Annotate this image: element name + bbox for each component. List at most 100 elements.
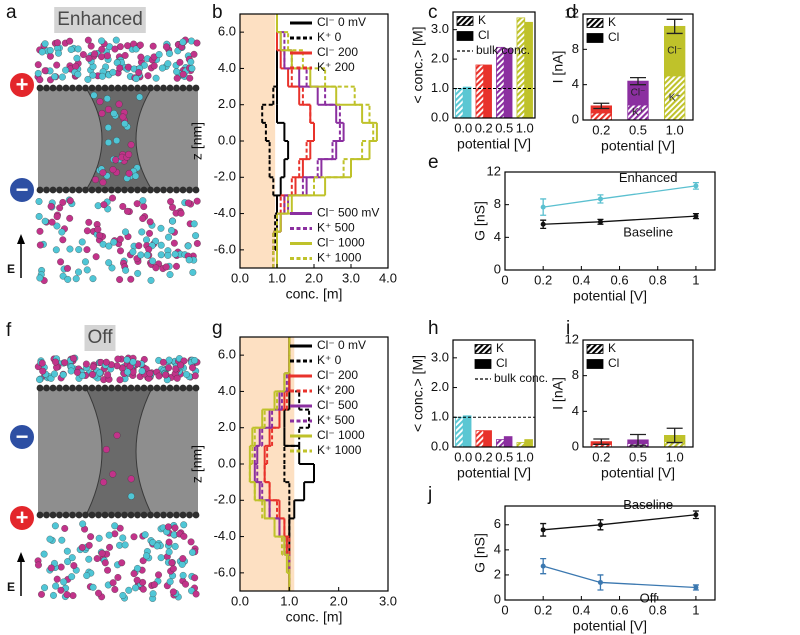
- ion: [110, 238, 118, 246]
- ion: [155, 51, 163, 58]
- image-label: Off: [88, 327, 114, 348]
- y-tick-label: 0: [572, 111, 579, 126]
- y-tick-label: -2.0: [214, 169, 236, 184]
- bead: [173, 186, 180, 194]
- x-tick-label: 2.0: [330, 593, 348, 608]
- ion: [143, 251, 151, 259]
- bead: [108, 511, 115, 519]
- y-tick-label: 0: [494, 591, 501, 606]
- ion: [113, 431, 121, 439]
- ion: [55, 49, 62, 57]
- y-tick-label: 12: [565, 5, 579, 20]
- point: [693, 512, 699, 518]
- ion: [169, 203, 176, 211]
- bead: [43, 84, 50, 92]
- bead: [140, 84, 148, 92]
- ion: [132, 75, 140, 83]
- ion: [38, 590, 45, 598]
- ion: [168, 559, 176, 567]
- y-tick-label: 2.0: [218, 419, 236, 434]
- ion: [109, 68, 117, 76]
- x-tick-label: 0.2: [592, 449, 610, 464]
- ion: [90, 91, 98, 99]
- ion: [41, 584, 48, 592]
- ion: [72, 275, 80, 283]
- ion: [75, 246, 83, 254]
- legend-swatch: [474, 359, 492, 369]
- bar: [475, 430, 485, 448]
- ion: [119, 534, 127, 542]
- ion: [79, 520, 87, 528]
- ion: [95, 589, 102, 597]
- bead: [69, 186, 76, 194]
- ion: [157, 251, 165, 259]
- field-label: E: [7, 580, 15, 594]
- bead: [49, 511, 57, 519]
- ion: [125, 150, 133, 158]
- ion: [94, 202, 102, 210]
- bead: [192, 186, 200, 194]
- x-tick-label: 0.0: [454, 449, 472, 464]
- ion: [35, 198, 43, 205]
- bead: [186, 384, 193, 392]
- ion: [36, 376, 43, 384]
- legend-label: Cl⁻ 1000: [317, 428, 365, 442]
- ion: [34, 561, 42, 569]
- bead: [166, 511, 174, 519]
- point: [597, 579, 603, 585]
- ion: [85, 218, 93, 226]
- ion: [113, 362, 121, 370]
- ion: [74, 45, 82, 53]
- ion: [140, 61, 148, 69]
- electrode-sign: [9, 177, 35, 203]
- ion: [50, 591, 57, 599]
- ion: [102, 446, 110, 453]
- bead: [56, 84, 63, 92]
- ion: [112, 156, 120, 164]
- ion: [36, 76, 44, 84]
- point: [693, 584, 699, 590]
- y-tick-label: 2: [494, 566, 501, 581]
- ion: [57, 586, 65, 594]
- ion: [68, 554, 76, 562]
- ion: [108, 264, 116, 272]
- bead: [69, 511, 76, 519]
- ion: [68, 573, 76, 581]
- ion: [78, 238, 86, 246]
- ion: [177, 361, 184, 369]
- x-axis-label: conc. [m]: [286, 286, 343, 302]
- bead: [62, 511, 70, 519]
- ion: [38, 359, 46, 367]
- y-axis-label: z [nm]: [189, 445, 205, 483]
- ion: [192, 232, 200, 240]
- x-tick-label: 0.2: [475, 449, 493, 464]
- field-arrowhead: [17, 234, 25, 244]
- ion: [168, 227, 175, 234]
- bead: [179, 84, 187, 92]
- y-tick-label: -4.0: [214, 528, 236, 543]
- ion: [51, 73, 59, 81]
- bar: [524, 21, 533, 119]
- ion: [141, 531, 149, 539]
- bead: [108, 84, 115, 92]
- bead: [95, 186, 102, 194]
- bead: [186, 186, 193, 194]
- ion: [38, 48, 46, 56]
- x-tick-label: 1.0: [666, 122, 684, 137]
- panel-letter: g: [212, 318, 223, 339]
- ion: [171, 542, 179, 550]
- ion: [137, 53, 145, 61]
- bead: [166, 84, 174, 92]
- series-line: [543, 185, 696, 208]
- ion: [162, 43, 170, 51]
- error-bar: [666, 18, 683, 35]
- bead: [134, 186, 141, 194]
- ion: [179, 38, 187, 46]
- ion: [36, 227, 44, 235]
- y-tick-label: 0: [572, 438, 579, 453]
- bead: [179, 511, 187, 519]
- bar: [524, 439, 533, 448]
- ion: [105, 259, 113, 267]
- legend-label: K⁺ 0: [317, 30, 342, 44]
- bead: [186, 84, 193, 92]
